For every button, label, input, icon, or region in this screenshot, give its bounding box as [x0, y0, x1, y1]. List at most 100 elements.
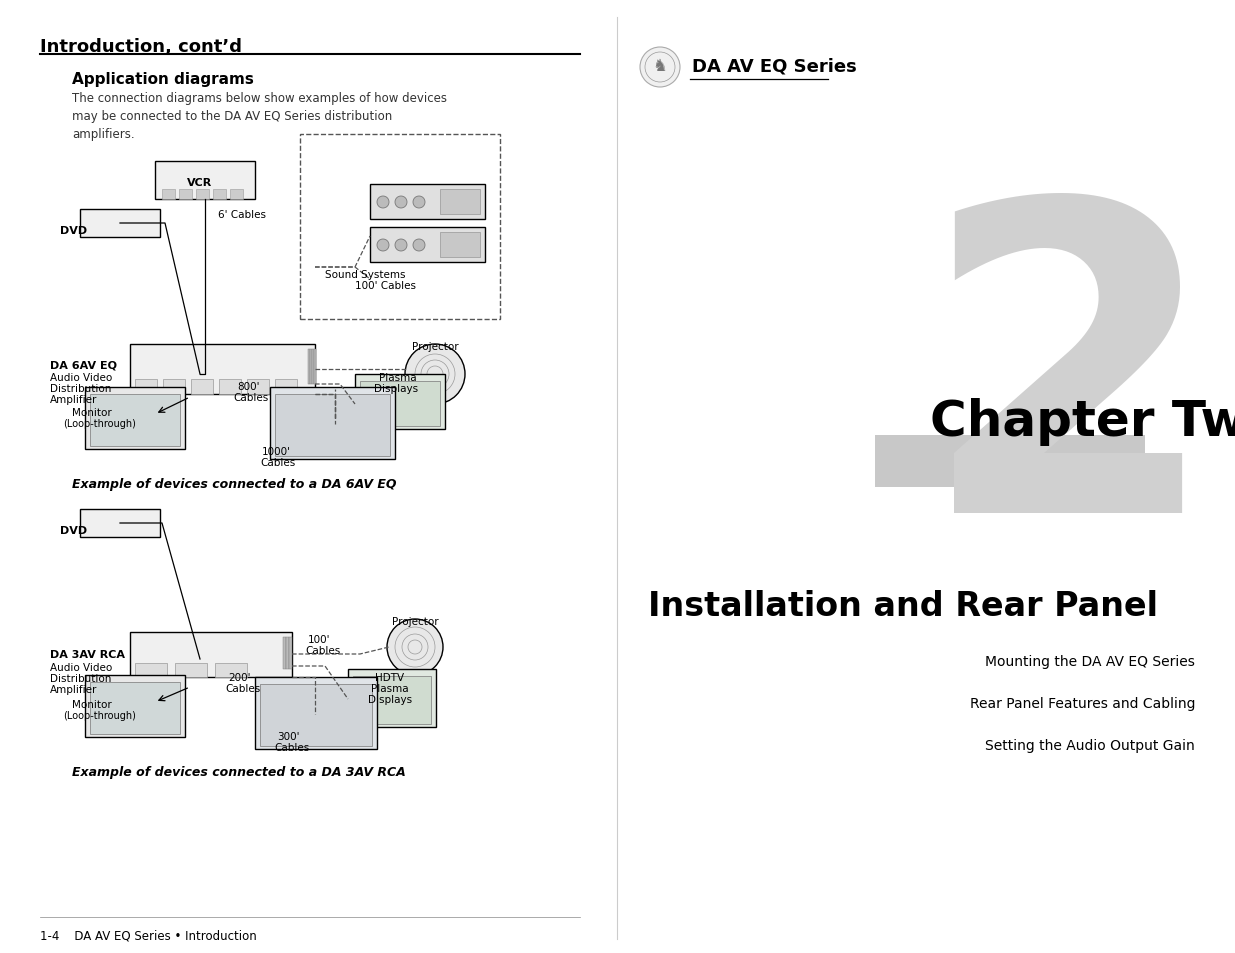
Text: Displays: Displays: [374, 384, 419, 394]
Bar: [212, 190, 226, 200]
Bar: [354, 375, 445, 430]
Text: DA 3AV RCA: DA 3AV RCA: [49, 649, 125, 659]
Text: 1000': 1000': [262, 447, 291, 456]
Bar: [440, 190, 480, 214]
Bar: [348, 669, 436, 727]
Bar: [175, 663, 207, 678]
Bar: [270, 388, 395, 459]
Bar: [440, 233, 480, 257]
Bar: [163, 379, 185, 395]
Bar: [359, 381, 440, 427]
Text: Cables: Cables: [233, 393, 268, 402]
Bar: [179, 190, 191, 200]
Text: Rear Panel Features and Cabling: Rear Panel Features and Cabling: [969, 697, 1195, 710]
Text: Distribution: Distribution: [49, 384, 111, 394]
Bar: [219, 379, 241, 395]
Circle shape: [395, 240, 408, 252]
Bar: [230, 190, 243, 200]
Bar: [370, 185, 485, 220]
Text: Amplifier: Amplifier: [49, 395, 98, 405]
Bar: [135, 663, 167, 678]
Text: Chapter Two: Chapter Two: [930, 397, 1235, 446]
Circle shape: [395, 196, 408, 209]
Circle shape: [412, 196, 425, 209]
Text: Distribution: Distribution: [49, 673, 111, 683]
Text: Application diagrams: Application diagrams: [72, 71, 254, 87]
Circle shape: [640, 48, 680, 88]
Bar: [85, 676, 185, 738]
Bar: [196, 190, 209, 200]
Text: ♞: ♞: [652, 57, 667, 75]
Circle shape: [387, 619, 443, 676]
Bar: [312, 350, 314, 385]
Text: Plasma: Plasma: [372, 683, 409, 693]
Bar: [130, 633, 291, 678]
Text: Installation and Rear Panel: Installation and Rear Panel: [648, 589, 1158, 622]
Bar: [314, 350, 316, 385]
Text: 1-4    DA AV EQ Series • Introduction: 1-4 DA AV EQ Series • Introduction: [40, 929, 257, 942]
Bar: [85, 388, 185, 450]
Text: DVD: DVD: [61, 525, 88, 536]
Text: Cables: Cables: [305, 645, 341, 656]
Text: Monitor: Monitor: [72, 408, 111, 417]
Bar: [353, 677, 431, 724]
Text: 200': 200': [228, 672, 251, 682]
Text: Cables: Cables: [225, 683, 261, 693]
Circle shape: [405, 345, 466, 405]
Bar: [287, 638, 289, 669]
Text: Projector: Projector: [411, 341, 458, 352]
Text: 300': 300': [277, 731, 300, 741]
Bar: [156, 162, 254, 200]
Text: Introduction, cont’d: Introduction, cont’d: [40, 38, 242, 56]
Circle shape: [377, 196, 389, 209]
Bar: [80, 510, 161, 537]
Bar: [80, 210, 161, 237]
Text: Displays: Displays: [368, 695, 412, 704]
Bar: [191, 379, 212, 395]
Text: VCR: VCR: [188, 178, 212, 188]
Bar: [275, 379, 296, 395]
Text: Cables: Cables: [274, 742, 309, 752]
Bar: [289, 638, 291, 669]
Text: Monitor: Monitor: [72, 700, 111, 709]
Bar: [275, 395, 390, 456]
Circle shape: [377, 240, 389, 252]
Text: Mounting the DA AV EQ Series: Mounting the DA AV EQ Series: [986, 655, 1195, 668]
Text: (Loop-through): (Loop-through): [63, 418, 136, 429]
Bar: [254, 678, 377, 749]
Text: Plasma: Plasma: [379, 373, 416, 382]
Bar: [135, 379, 157, 395]
Text: 100' Cables: 100' Cables: [354, 281, 416, 291]
Text: Setting the Audio Output Gain: Setting the Audio Output Gain: [986, 739, 1195, 752]
Text: DVD: DVD: [61, 226, 88, 235]
Text: 6' Cables: 6' Cables: [219, 210, 266, 220]
Text: DA 6AV EQ: DA 6AV EQ: [49, 359, 117, 370]
Bar: [876, 436, 1145, 488]
Text: Cables: Cables: [261, 457, 295, 468]
Bar: [162, 190, 175, 200]
Bar: [310, 350, 312, 385]
Bar: [283, 638, 285, 669]
Text: HDTV: HDTV: [375, 672, 405, 682]
Text: Example of devices connected to a DA 3AV RCA: Example of devices connected to a DA 3AV…: [72, 765, 406, 779]
Text: Sound Systems: Sound Systems: [325, 270, 405, 280]
Text: DA AV EQ Series: DA AV EQ Series: [692, 58, 857, 76]
Text: 100': 100': [308, 635, 331, 644]
Text: 800': 800': [237, 381, 259, 392]
Text: 2: 2: [920, 185, 1220, 602]
Bar: [215, 663, 247, 678]
Text: The connection diagrams below show examples of how devices
may be connected to t: The connection diagrams below show examp…: [72, 91, 447, 141]
Bar: [370, 228, 485, 263]
Text: Amplifier: Amplifier: [49, 684, 98, 695]
Bar: [90, 682, 180, 734]
Text: Audio Video: Audio Video: [49, 373, 112, 382]
Circle shape: [412, 240, 425, 252]
Text: Example of devices connected to a DA 6AV EQ: Example of devices connected to a DA 6AV…: [72, 477, 396, 491]
Bar: [247, 379, 269, 395]
Bar: [130, 345, 315, 395]
Text: Projector: Projector: [391, 617, 438, 626]
Bar: [308, 350, 310, 385]
Text: Audio Video: Audio Video: [49, 662, 112, 672]
Bar: [90, 395, 180, 447]
Bar: [261, 684, 372, 746]
